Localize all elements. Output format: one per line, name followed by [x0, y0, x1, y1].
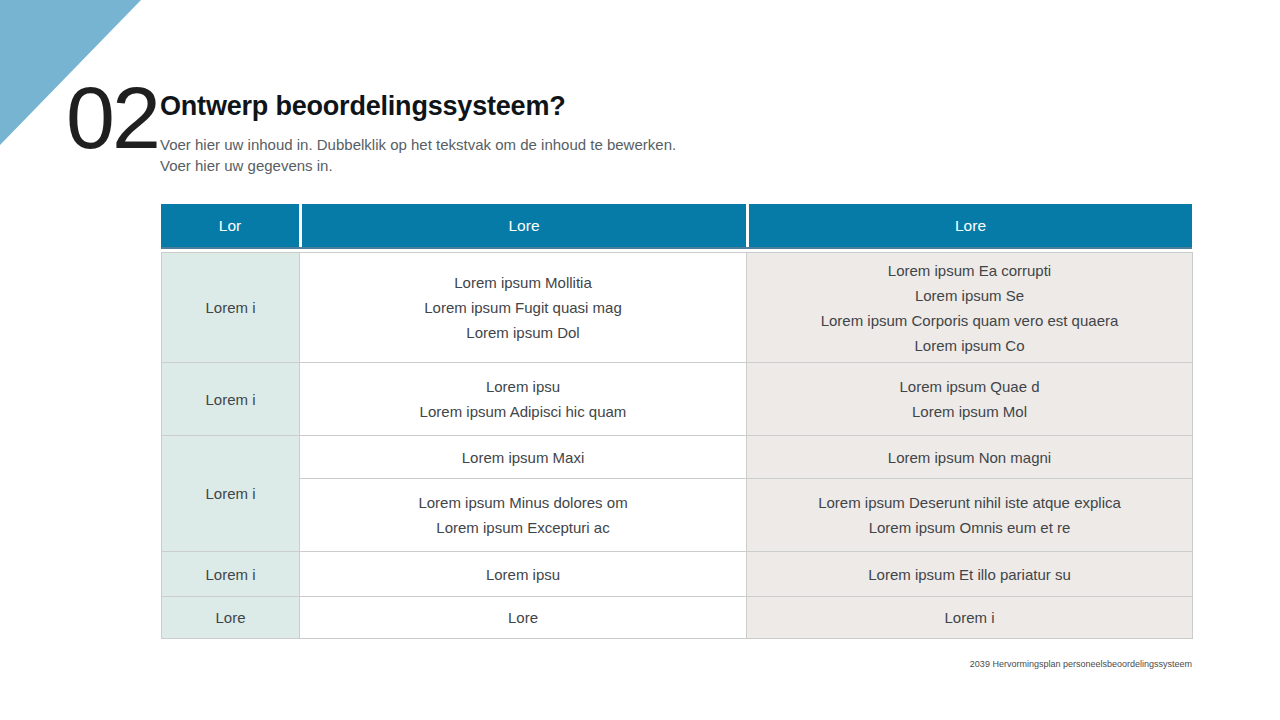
slide-subtitle[interactable]: Voer hier uw inhoud in. Dubbelklik op he…: [160, 134, 1060, 176]
table-cell[interactable]: Lorem ipsu: [300, 552, 747, 597]
table-row: Lorem i Lorem ipsu Lorem ipsum Adipisci …: [162, 363, 1193, 436]
slide: 02 Ontwerp beoordelingssysteem? Voer hie…: [0, 0, 1280, 720]
slide-title[interactable]: Ontwerp beoordelingssysteem?: [160, 91, 1060, 122]
cell-line: Lorem ipsum Omnis eum et re: [757, 515, 1182, 540]
table-cell[interactable]: Lorem i: [162, 436, 300, 552]
table-cell[interactable]: Lore: [162, 597, 300, 639]
table-cell[interactable]: Lorem i: [747, 597, 1193, 639]
subtitle-line: Voer hier uw gegevens in.: [160, 155, 1060, 176]
cell-line: Lore: [310, 605, 736, 630]
cell-line: Lorem ipsum Maxi: [310, 445, 736, 470]
table-row: Lore Lore Lorem i: [162, 597, 1193, 639]
cell-line: Lorem ipsum Mol: [757, 399, 1182, 424]
table-cell[interactable]: Lorem i: [162, 253, 300, 363]
table-row: Lorem ipsum Minus dolores om Lorem ipsum…: [162, 479, 1193, 552]
cell-line: Lorem ipsum Corporis quam vero est quaer…: [757, 308, 1182, 333]
table-cell[interactable]: Lorem ipsum Deserunt nihil iste atque ex…: [747, 479, 1193, 552]
table-cell[interactable]: Lorem ipsum Et illo pariatur su: [747, 552, 1193, 597]
cell-line: Lorem ipsum Non magni: [757, 445, 1182, 470]
cell-line: Lorem ipsum Quae d: [757, 374, 1182, 399]
table-row: Lorem i Lorem ipsum Maxi Lorem ipsum Non…: [162, 436, 1193, 479]
cell-line: Lorem ipsu: [310, 374, 736, 399]
cell-line: Lorem ipsum Minus dolores om: [310, 490, 736, 515]
table-cell[interactable]: Lorem i: [162, 552, 300, 597]
cell-line: Lorem ipsum Adipisci hic quam: [310, 399, 736, 424]
table-row: Lorem i Lorem ipsu Lorem ipsum Et illo p…: [162, 552, 1193, 597]
table-cell[interactable]: Lorem ipsum Quae d Lorem ipsum Mol: [747, 363, 1193, 436]
table-header-row: Lor Lore Lore: [161, 204, 1192, 249]
table-cell[interactable]: Lorem ipsum Minus dolores om Lorem ipsum…: [300, 479, 747, 552]
table-cell[interactable]: Lorem ipsum Non magni: [747, 436, 1193, 479]
table-header-cell[interactable]: Lor: [161, 204, 299, 247]
table-header-cell[interactable]: Lore: [299, 204, 746, 247]
table-cell[interactable]: Lorem ipsu Lorem ipsum Adipisci hic quam: [300, 363, 747, 436]
slide-footer: 2039 Hervormingsplan personeelsbeoordeli…: [970, 659, 1192, 669]
cell-line: Lorem ipsum Ea corrupti: [757, 258, 1182, 283]
table-cell[interactable]: Lorem ipsum Mollitia Lorem ipsum Fugit q…: [300, 253, 747, 363]
cell-line: Lorem ipsum Mollitia: [310, 270, 736, 295]
cell-line: Lorem ipsu: [310, 562, 736, 587]
table-body: Lorem i Lorem ipsum Mollitia Lorem ipsum…: [161, 252, 1193, 639]
cell-line: Lorem i: [757, 605, 1182, 630]
cell-line: Lorem ipsum Se: [757, 283, 1182, 308]
table-cell[interactable]: Lorem ipsum Maxi: [300, 436, 747, 479]
cell-line: Lorem ipsum Co: [757, 333, 1182, 358]
cell-line: Lorem ipsum Et illo pariatur su: [757, 562, 1182, 587]
cell-line: Lorem ipsum Dol: [310, 320, 736, 345]
cell-line: Lorem ipsum Excepturi ac: [310, 515, 736, 540]
table-header-cell[interactable]: Lore: [746, 204, 1192, 247]
subtitle-line: Voer hier uw inhoud in. Dubbelklik op he…: [160, 134, 1060, 155]
cell-line: Lorem ipsum Fugit quasi mag: [310, 295, 736, 320]
header-text-block: Ontwerp beoordelingssysteem? Voer hier u…: [160, 91, 1060, 176]
table-cell[interactable]: Lorem i: [162, 363, 300, 436]
table-cell[interactable]: Lorem ipsum Ea corrupti Lorem ipsum Se L…: [747, 253, 1193, 363]
content-table: Lor Lore Lore Lorem i Lorem ipsum Mollit…: [161, 204, 1192, 639]
table-cell[interactable]: Lore: [300, 597, 747, 639]
cell-line: Lorem ipsum Deserunt nihil iste atque ex…: [757, 490, 1182, 515]
table-row: Lorem i Lorem ipsum Mollitia Lorem ipsum…: [162, 253, 1193, 363]
slide-number: 02: [66, 74, 158, 162]
